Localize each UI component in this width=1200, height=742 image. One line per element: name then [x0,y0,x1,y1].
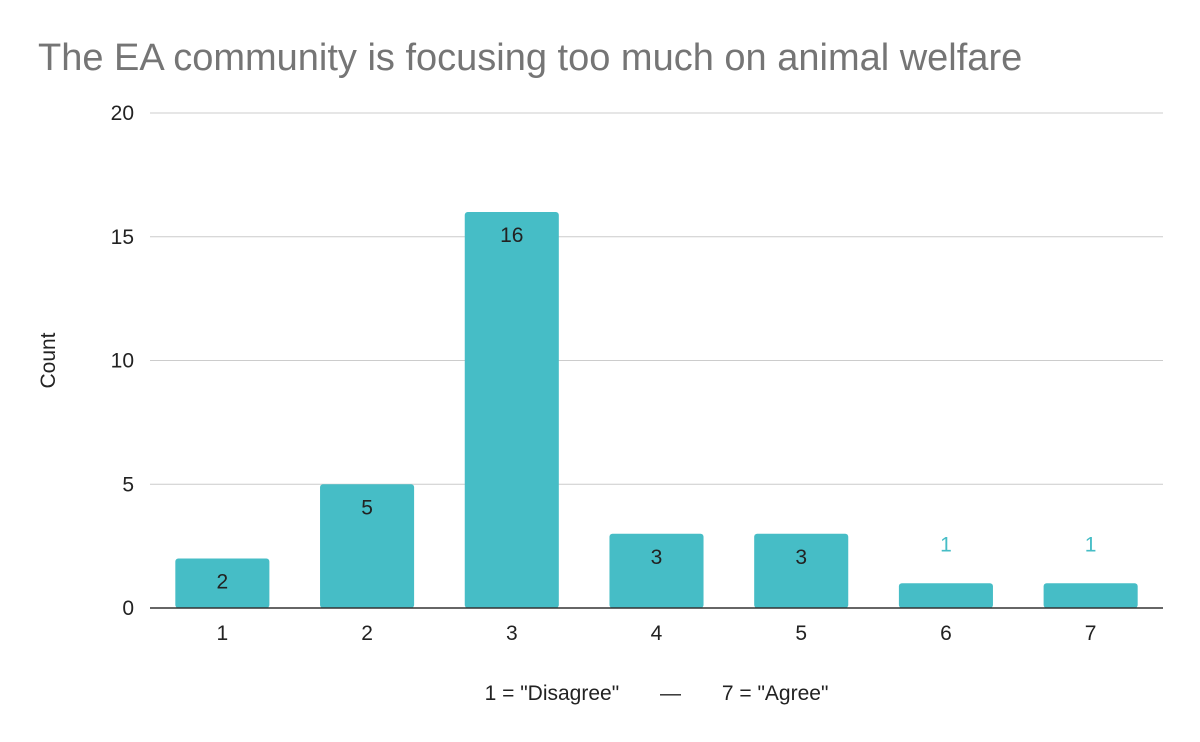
y-tick-label-10: 10 [111,350,134,373]
y-tick-label-0: 0 [122,597,134,620]
bar-2 [320,484,415,608]
bars: 2 5 16 3 3 1 1 [150,212,1163,609]
bar-value-label-5: 3 [795,546,807,569]
bar-value-label-4: 3 [651,546,663,569]
y-tick-label-5: 5 [122,473,134,496]
x-tick-label-3: 3 [506,622,518,645]
x-tick-label-7: 7 [1085,622,1097,645]
bar-value-label-7: 1 [1085,533,1097,556]
bar-value-label-3: 16 [500,224,523,247]
x-tick-label-4: 4 [651,622,663,645]
y-axis-title: Count [37,332,60,388]
x-tick-label-5: 5 [795,622,807,645]
x-axis-ticks: 1 2 3 4 5 6 7 [217,622,1097,645]
chart-title: The EA community is focusing too much on… [38,37,1022,79]
x-axis-title: 1 = "Disagree" — 7 = "Agree" [485,682,829,705]
x-tick-label-2: 2 [361,622,373,645]
gridlines [150,112,1163,485]
y-axis-ticks: 0 5 10 15 20 [111,102,134,620]
bar-6 [898,583,993,608]
y-tick-label-20: 20 [111,102,134,125]
x-tick-label-1: 1 [217,622,229,645]
bar-5 [754,533,849,608]
y-tick-label-15: 15 [111,226,134,249]
bar-value-label-2: 5 [361,496,373,519]
bar-value-label-1: 2 [217,571,229,594]
bar-3 [464,212,559,608]
bar-value-label-6: 1 [940,533,952,556]
x-tick-label-6: 6 [940,622,952,645]
bar-7 [1043,583,1138,608]
bar-1 [175,558,270,608]
bar-4 [609,533,704,608]
